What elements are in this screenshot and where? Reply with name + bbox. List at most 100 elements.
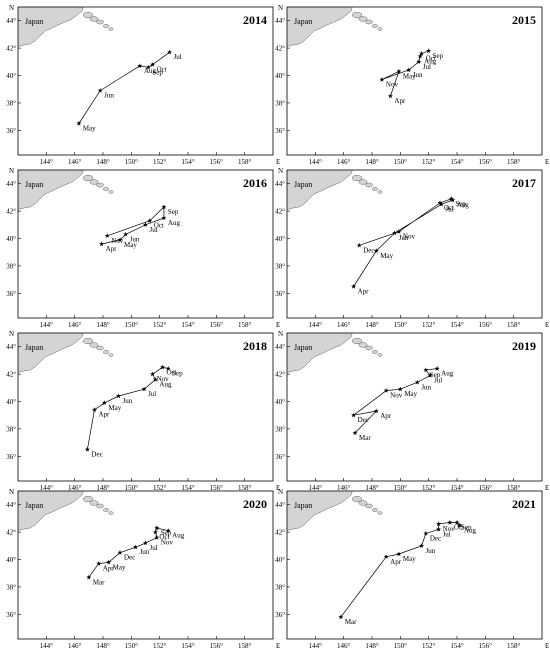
month-label: Jul [148,390,156,398]
month-label: Sep [161,529,172,537]
month-label: May [83,124,96,132]
lat-tick-label: 42° [275,208,285,216]
position-marker [423,367,429,373]
month-label: Nov [161,539,174,547]
month-label: Apr [106,245,118,253]
month-label: Aug [464,526,477,534]
island [351,11,363,19]
island [96,182,104,188]
lon-tick-label: 154° [450,321,464,329]
lon-tick-label: 146° [337,484,351,492]
position-marker [383,554,389,559]
month-label: Dec [91,450,102,458]
position-marker [419,50,425,56]
position-marker [84,446,90,452]
position-marker [419,543,425,548]
lon-tick-label: 150° [125,321,139,329]
month-label: Jun [140,548,150,556]
lon-tick-label: 152° [422,158,436,166]
north-label: N [9,4,14,12]
island [371,508,379,512]
lat-tick-label: 36° [275,127,285,135]
month-label: Dec [358,416,369,424]
month-label: Oct [154,222,164,230]
land-mass [18,491,84,531]
position-marker [356,242,362,248]
lat-tick-label: 42° [275,45,285,53]
lat-tick-label: 40° [6,556,16,564]
lon-tick-label: 150° [125,484,139,492]
island [358,342,368,348]
map-frame [17,6,274,156]
month-label: Nov [443,525,456,533]
japan-label: Japan [294,17,312,26]
lon-tick-label: 158° [238,321,252,329]
island [82,337,94,345]
month-label: Apr [358,287,370,295]
land-mass [287,170,353,210]
position-marker [143,222,148,227]
lon-tick-label: 144° [40,158,54,166]
position-marker [352,430,358,436]
track-line [353,198,454,287]
position-marker [97,87,103,93]
month-label: May [113,563,126,571]
lat-tick-label: 44° [275,343,285,351]
position-marker [373,248,379,253]
lat-tick-label: 36° [275,611,285,619]
year-title: 2017 [512,176,536,190]
lon-tick-label: 158° [238,158,252,166]
position-marker [165,366,171,371]
position-marker [141,386,147,392]
position-marker [396,229,402,234]
lon-tick-label: 152° [153,158,167,166]
island [358,179,368,185]
position-marker [161,215,167,221]
position-marker [437,200,443,205]
month-label: Jul [445,205,453,213]
island [102,187,110,191]
year-title: 2021 [512,497,536,511]
month-label: May [108,404,121,412]
lat-tick-label: 36° [6,290,16,298]
year-title: 2018 [243,339,267,353]
month-label: May [380,252,393,260]
island [365,345,373,351]
japan-label: Japan [25,343,43,352]
month-label: Aug [457,201,470,209]
position-marker [92,407,97,412]
year-title: 2020 [243,497,267,511]
lat-tick-label: 38° [6,583,16,591]
month-label: Sep [455,200,466,208]
position-marker [426,48,432,53]
lon-tick-label: 148° [365,642,379,650]
month-label: Aug [168,219,181,227]
month-label: Nov [111,237,124,245]
island [89,16,99,22]
month-label: Oct [454,524,464,532]
position-marker [373,408,379,414]
track-line [78,51,170,124]
lat-tick-label: 44° [275,180,285,188]
lon-tick-label: 158° [507,158,521,166]
lon-tick-label: 154° [450,158,464,166]
north-label: N [278,330,283,338]
month-label: Jun [426,547,436,555]
position-marker [448,196,454,201]
position-marker [86,574,92,580]
east-label: E [276,158,280,166]
lon-tick-label: 156° [210,321,224,329]
island [351,337,363,345]
month-label: Apr [380,412,392,420]
position-marker [436,521,442,526]
island [102,508,110,512]
month-label: Sep [461,524,472,532]
month-label: Aug [159,381,172,389]
lon-tick-label: 144° [309,321,323,329]
lon-tick-label: 152° [153,321,167,329]
lon-tick-label: 158° [507,484,521,492]
year-title: 2014 [243,13,267,27]
lat-tick-label: 38° [275,99,285,107]
map-panel-2021: Japan 144° 146° 148° 150° 152° 154° 156° 158° E 36… [275,488,549,650]
